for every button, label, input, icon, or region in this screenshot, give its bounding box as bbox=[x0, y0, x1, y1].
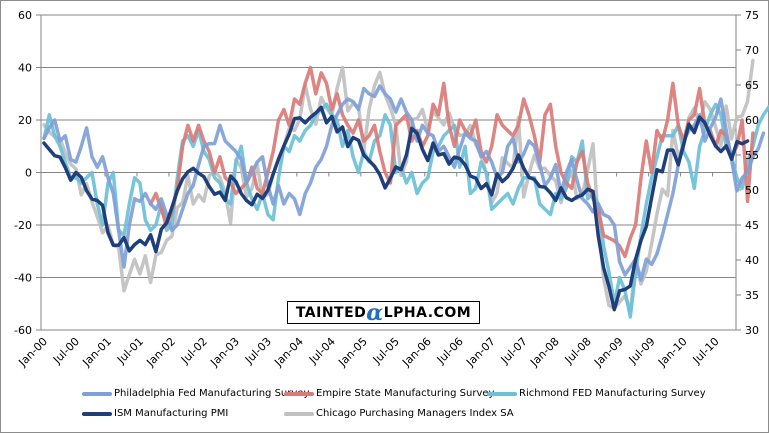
x-axis-tick-label: Jul-02 bbox=[178, 335, 210, 367]
left-axis-tick-label: 0 bbox=[25, 167, 32, 180]
x-axis-tick-label: Jul-00 bbox=[50, 335, 82, 367]
alpha-glyph: α bbox=[366, 299, 384, 326]
x-axis-tick-label: Jul-03 bbox=[242, 335, 274, 367]
legend-swatch bbox=[284, 411, 314, 416]
legend-swatch bbox=[82, 391, 112, 396]
legend-item-chicago: Chicago Purchasing Managers Index SA bbox=[284, 408, 514, 419]
right-axis-tick-label: 75 bbox=[745, 9, 759, 22]
x-axis-tick-label: Jan-10 bbox=[655, 335, 690, 370]
x-axis-tick-label: Jul-09 bbox=[626, 335, 658, 367]
series-line-ism-manufacturing-pmi bbox=[42, 105, 750, 312]
right-axis-tick-label: 65 bbox=[745, 79, 759, 92]
watermark-text-pre: TAINTED bbox=[295, 304, 367, 321]
x-axis-tick-label: Jan-02 bbox=[143, 335, 178, 370]
series-line-philadelphia-fed-manufacturing-survey bbox=[42, 84, 766, 282]
left-axis-tick-label: -60 bbox=[14, 324, 32, 337]
watermark-logo: TAINTED α LPHA.COM bbox=[287, 301, 480, 324]
legend-swatch bbox=[487, 391, 517, 396]
legend-item-empire-state: Empire State Manufacturing Survey bbox=[284, 388, 494, 399]
legend-label: Chicago Purchasing Managers Index SA bbox=[316, 408, 514, 419]
x-axis-tick-label: Jan-00 bbox=[16, 335, 51, 370]
x-axis-tick-label: Jan-01 bbox=[79, 335, 114, 370]
x-axis-tick-label: Jul-05 bbox=[370, 335, 402, 367]
x-axis-tick-label: Jan-06 bbox=[399, 335, 434, 370]
legend-label: Philadelphia Fed Manufacturing Survey bbox=[114, 388, 310, 399]
right-axis-tick-label: 55 bbox=[745, 149, 759, 162]
series-line-empire-state-manufacturing-survey bbox=[148, 65, 755, 259]
right-axis-tick-label: 60 bbox=[745, 114, 759, 127]
legend-swatch bbox=[82, 411, 112, 416]
right-axis-tick-label: 40 bbox=[745, 254, 759, 267]
legend-item-ism: ISM Manufacturing PMI bbox=[82, 408, 228, 419]
x-axis-tick-label: Jul-06 bbox=[434, 335, 466, 367]
left-axis-tick-labels: -60 -40 -20 0 20 40 60 bbox=[14, 9, 32, 337]
left-axis-tick-label: -20 bbox=[14, 219, 32, 232]
x-axis-tick-label: Jan-05 bbox=[335, 335, 370, 370]
x-axis-tick-label: Jan-07 bbox=[463, 335, 498, 370]
x-axis-tick-label: Jul-10 bbox=[690, 335, 722, 367]
right-axis-tick-labels: 30 35 40 45 50 55 60 65 70 75 bbox=[745, 9, 759, 337]
x-axis-tick-label: Jan-03 bbox=[207, 335, 242, 370]
x-axis-tick-label: Jan-09 bbox=[591, 335, 626, 370]
x-axis-tick-label: Jan-08 bbox=[527, 335, 562, 370]
left-axis-tick-label: -40 bbox=[14, 272, 32, 285]
left-axis-tick-label: 40 bbox=[18, 62, 32, 75]
right-axis-tick-label: 30 bbox=[745, 324, 759, 337]
legend-item-philadelphia: Philadelphia Fed Manufacturing Survey bbox=[82, 388, 309, 399]
right-axis-tick-label: 35 bbox=[745, 289, 759, 302]
legend-label: ISM Manufacturing PMI bbox=[114, 408, 229, 419]
legend-label: Empire State Manufacturing Survey bbox=[316, 388, 495, 399]
legend-item-richmond: Richmond FED Manufacturing Survey bbox=[487, 388, 706, 399]
series-line-chicago-purchasing-managers-index-sa bbox=[42, 58, 755, 313]
left-axis-tick-label: 20 bbox=[18, 114, 32, 127]
watermark-text-post: LPHA.COM bbox=[383, 304, 472, 321]
left-axis-tick-label: 60 bbox=[18, 9, 32, 22]
x-axis-tick-label: Jul-01 bbox=[114, 335, 146, 367]
right-axis-tick-label: 50 bbox=[745, 184, 759, 197]
x-axis-tick-label: Jul-04 bbox=[306, 335, 338, 367]
x-axis-tick-label: Jul-08 bbox=[562, 335, 594, 367]
legend-swatch bbox=[284, 391, 314, 396]
x-axis-tick-label: Jul-07 bbox=[498, 335, 530, 367]
right-axis-tick-label: 70 bbox=[745, 44, 759, 57]
right-axis-tick-label: 45 bbox=[745, 219, 759, 232]
x-axis-tick-label: Jan-04 bbox=[271, 335, 306, 370]
legend-label: Richmond FED Manufacturing Survey bbox=[519, 388, 706, 399]
series-layer bbox=[42, 58, 769, 319]
